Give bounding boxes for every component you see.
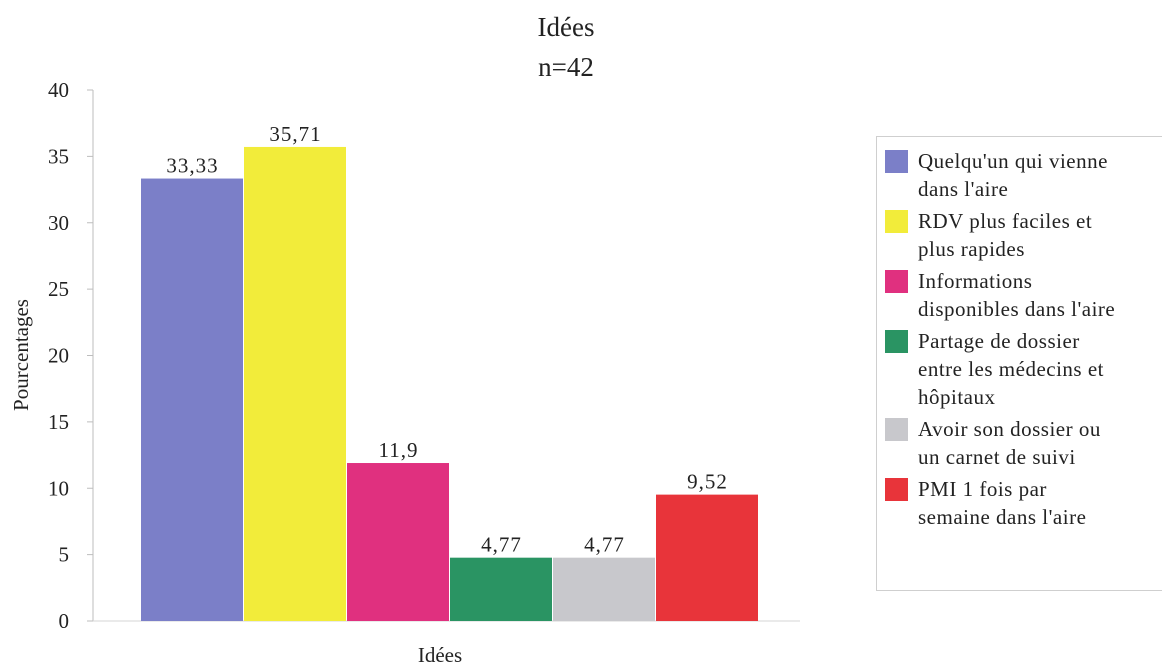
legend-item-6: PMI 1 fois par semaine dans l'aire: [877, 475, 1162, 531]
data-label-6: 9,52: [687, 470, 728, 494]
y-axis-label: Pourcentages: [9, 299, 33, 411]
legend-label: PMI 1 fois par semaine dans l'aire: [918, 477, 1087, 529]
legend-swatch: [885, 418, 908, 441]
y-tick-label: 10: [48, 476, 69, 500]
legend-item-3: Informations disponibles dans l'aire: [877, 267, 1162, 323]
y-tick-label: 20: [48, 344, 69, 368]
y-tick-label: 0: [59, 609, 70, 633]
legend-item-2: RDV plus faciles et plus rapides: [877, 207, 1162, 263]
legend-swatch: [885, 210, 908, 233]
chart-subtitle: n=42: [538, 52, 594, 82]
legend-swatch: [885, 330, 908, 353]
legend-label: Informations disponibles dans l'aire: [918, 269, 1116, 321]
legend-swatch: [885, 270, 908, 293]
y-tick-label: 30: [48, 211, 69, 235]
legend-item-4: Partage de dossier entre les médecins et h…: [877, 327, 1162, 411]
legend-item-5: Avoir son dossier ou un carnet de suivi: [877, 415, 1162, 471]
y-tick-label: 40: [48, 78, 69, 102]
y-tick-label: 5: [59, 543, 70, 567]
bar-5: [553, 557, 655, 621]
y-tick-label: 25: [48, 277, 69, 301]
data-label-1: 33,33: [166, 154, 218, 178]
bar-4: [450, 557, 552, 621]
legend-label: Partage de dossier entre les médecins et h…: [918, 329, 1105, 409]
legend-swatch: [885, 150, 908, 173]
bar-1: [141, 178, 243, 621]
bar-2: [244, 146, 346, 621]
bar-6: [656, 494, 758, 621]
legend-label: Quelqu'un qui vienne dans l'aire: [918, 149, 1108, 201]
data-label-2: 35,71: [269, 122, 321, 146]
legend-label: RDV plus faciles et plus rapides: [918, 209, 1093, 261]
chart-title: Idées: [538, 12, 595, 42]
y-tick-label: 35: [48, 144, 69, 168]
data-label-3: 11,9: [379, 438, 419, 462]
legend-item-1: Quelqu'un qui vienne dans l'aire: [877, 147, 1162, 203]
bar-3: [347, 463, 449, 621]
legend-swatch: [885, 478, 908, 501]
legend-label: Avoir son dossier ou un carnet de suivi: [918, 417, 1101, 469]
data-label-5: 4,77: [584, 533, 625, 557]
data-label-4: 4,77: [481, 533, 522, 557]
y-tick-label: 15: [48, 410, 69, 434]
x-axis-label: Idées: [418, 643, 462, 666]
chart-legend: Quelqu'un qui vienne dans l'aire RDV plus …: [876, 136, 1162, 591]
